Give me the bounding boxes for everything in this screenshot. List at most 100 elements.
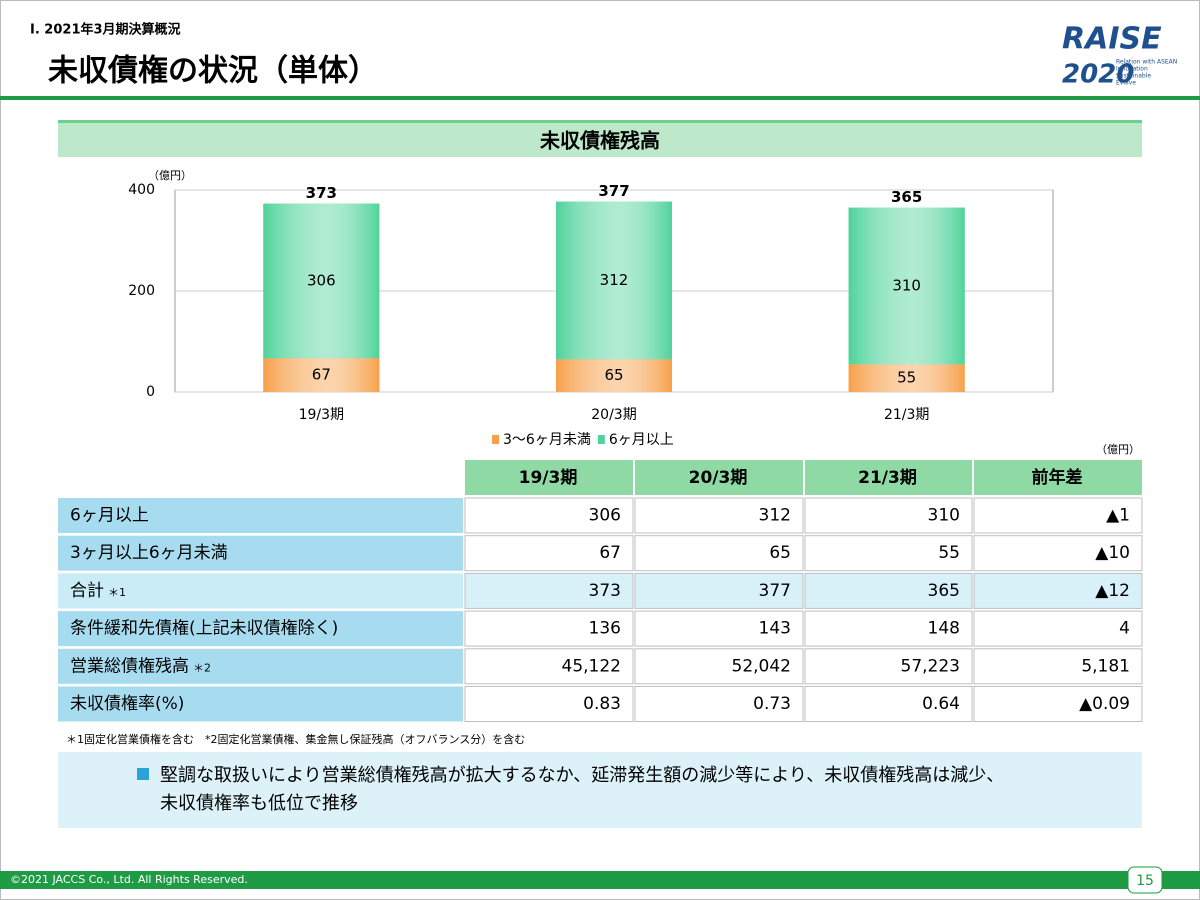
cell-value: 0.73 xyxy=(753,694,791,714)
cell-value: 143 xyxy=(759,619,791,639)
row-label-cell xyxy=(58,686,463,722)
header-cell xyxy=(635,460,803,495)
cell-value: 312 xyxy=(759,506,791,526)
x-tick-label: 19/3期 xyxy=(299,407,344,423)
data-label: 306 xyxy=(307,271,336,289)
header-cell xyxy=(465,460,633,495)
y-tick-label: 0 xyxy=(146,384,155,400)
header-cell xyxy=(805,460,972,495)
logo-year: 2020 xyxy=(1062,60,1134,90)
cell xyxy=(804,535,973,572)
cell xyxy=(634,686,804,722)
cell xyxy=(634,497,804,534)
row-note: ＊2 xyxy=(193,661,211,674)
cell xyxy=(973,686,1143,722)
logo-tagline: Relation with ASEAN xyxy=(1116,59,1177,66)
copyright: ©2021 JACCS Co., Ltd. All Rights Reserve… xyxy=(10,873,248,886)
bar-shine xyxy=(848,364,965,392)
row-label-cell xyxy=(58,648,463,684)
row-label: 3ヶ月以上6ヶ月未満 xyxy=(70,543,228,563)
legend-label: 6ヶ月以上 xyxy=(609,432,674,448)
cell-value: 0.83 xyxy=(583,694,621,714)
cell xyxy=(804,497,973,534)
cell xyxy=(464,610,634,647)
bar-shine xyxy=(848,207,965,365)
cell-value: 5,181 xyxy=(1081,656,1130,676)
cell-value: ▲12 xyxy=(1095,581,1130,601)
cell xyxy=(804,686,973,722)
header-label: 前年差 xyxy=(1032,467,1083,488)
cell xyxy=(804,610,973,647)
y-tick-label: 400 xyxy=(128,182,155,198)
bar-shine xyxy=(263,358,380,392)
footnote: ＊1固定化営業債権を含む *2固定化営業債権、集金無し保証残高（オフバランス分）… xyxy=(66,732,525,746)
cell-value: 0.64 xyxy=(922,694,960,714)
chart-title-band xyxy=(58,120,1142,157)
table-unit: （億円） xyxy=(1096,443,1140,456)
summary-box xyxy=(58,752,1142,828)
row-label-cell xyxy=(58,535,463,571)
page-number: 15 xyxy=(1136,873,1154,889)
data-label: 312 xyxy=(600,271,629,289)
data-label: 55 xyxy=(897,369,916,387)
logo-tagline: Innovation xyxy=(1116,66,1148,73)
row-label-cell xyxy=(58,611,463,647)
cell xyxy=(973,572,1143,609)
row-label-cell xyxy=(58,573,463,609)
cell xyxy=(634,610,804,647)
row-label: 6ヶ月以上 xyxy=(70,506,149,526)
header-label: 20/3期 xyxy=(689,468,748,488)
cell-value: 365 xyxy=(928,581,960,601)
row-label: 未収債権率(%) xyxy=(70,694,184,714)
total-label: 373 xyxy=(306,184,337,202)
cell-value: 55 xyxy=(938,543,960,563)
cell-value: 310 xyxy=(928,506,960,526)
cell-value: 136 xyxy=(589,619,621,639)
cell-value: 57,223 xyxy=(901,656,960,676)
header-label: 19/3期 xyxy=(519,468,578,488)
logo-tagline: Sustainable xyxy=(1116,73,1151,80)
total-label: 377 xyxy=(598,182,629,200)
cell-value: 377 xyxy=(759,581,791,601)
footer-bar xyxy=(0,871,1200,889)
cell-value: ▲10 xyxy=(1095,543,1130,563)
logo-tagline: Evolve xyxy=(1116,80,1136,87)
cell xyxy=(973,535,1143,572)
cell-value: 373 xyxy=(589,581,621,601)
bar-shine xyxy=(556,359,672,392)
header-cell xyxy=(974,460,1142,495)
bar-shine xyxy=(263,203,380,359)
bullet-marker xyxy=(137,768,149,780)
row-label: 合計 xyxy=(70,581,104,601)
cell xyxy=(464,572,634,609)
cell xyxy=(634,535,804,572)
row-label: 営業総債権残高 xyxy=(70,656,189,676)
chart-title-band-top xyxy=(58,120,1142,123)
x-tick-label: 20/3期 xyxy=(591,407,636,423)
data-label: 65 xyxy=(604,366,623,384)
chart-title: 未収債権残高 xyxy=(540,129,660,153)
cell-value: 45,122 xyxy=(562,656,621,676)
cell xyxy=(634,572,804,609)
section-label: Ⅰ. 2021年3月期決算概況 xyxy=(30,22,181,38)
cell-value: ▲1 xyxy=(1106,506,1130,526)
data-label: 67 xyxy=(312,366,331,384)
row-label: 条件緩和先債権(上記未収債権除く) xyxy=(70,619,338,639)
cell-value: 65 xyxy=(769,543,791,563)
cell xyxy=(464,535,634,572)
logo-word: RAISE xyxy=(1062,22,1162,57)
data-label: 310 xyxy=(892,276,921,294)
cell xyxy=(973,610,1143,647)
legend-swatch xyxy=(597,435,605,444)
cell xyxy=(464,497,634,534)
total-label: 365 xyxy=(891,188,922,206)
cell-value: 306 xyxy=(589,506,621,526)
row-note: ＊1 xyxy=(108,586,126,599)
row-label-cell xyxy=(58,498,463,533)
cell xyxy=(634,648,804,685)
cell-value: ▲0.09 xyxy=(1079,694,1130,714)
cell xyxy=(804,648,973,685)
summary-line: 堅調な取扱いにより営業総債権残高が拡大するなか、延滞発生額の減少等により、未収債… xyxy=(160,765,1004,786)
cell xyxy=(464,686,634,722)
cell-value: 4 xyxy=(1119,619,1130,639)
